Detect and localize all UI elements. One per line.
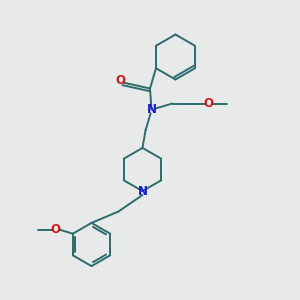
Text: O: O — [203, 97, 214, 110]
Text: O: O — [116, 74, 126, 88]
Text: N: N — [146, 103, 157, 116]
Text: N: N — [137, 184, 148, 198]
Text: O: O — [50, 223, 61, 236]
